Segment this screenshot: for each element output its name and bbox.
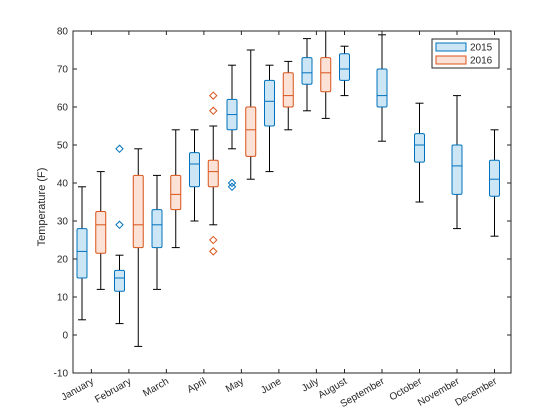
legend-swatch-2015 <box>435 42 467 52</box>
x-tick-label: June <box>259 376 284 397</box>
box-2015-july <box>301 38 313 112</box>
box-iqr <box>489 159 500 197</box>
box-iqr <box>76 228 88 279</box>
outlier-point <box>115 144 124 154</box>
legend-swatch-2016 <box>435 55 467 65</box>
y-tick-label: 70 <box>57 65 69 76</box>
outlier-point <box>115 220 124 230</box>
x-tick-label: March <box>141 376 171 399</box>
box-iqr <box>114 269 125 292</box>
box-iqr <box>282 72 294 108</box>
y-tick-label: 30 <box>57 217 69 228</box>
y-tick-label: 10 <box>57 293 69 304</box>
x-tick-label: February <box>93 376 133 406</box>
box-2016-july <box>320 30 332 119</box>
outlier-point <box>209 247 218 256</box>
box-iqr <box>320 57 332 93</box>
box-iqr <box>170 174 182 211</box>
box-iqr <box>95 211 107 254</box>
y-tick-label: 40 <box>57 179 69 190</box>
legend-label-2015: 2015 <box>470 43 493 54</box>
box-2016-may <box>245 49 257 180</box>
outlier-point <box>209 91 218 100</box>
box-iqr <box>189 152 200 188</box>
box-iqr <box>264 79 275 127</box>
plot-area <box>76 30 500 347</box>
box-2015-september <box>376 34 388 142</box>
box-2015-may <box>226 64 238 192</box>
box-iqr <box>414 133 425 163</box>
box-iqr <box>451 144 463 195</box>
y-tick-label: 80 <box>57 27 69 38</box>
box-2015-november <box>451 95 463 230</box>
box-iqr <box>376 68 388 108</box>
box-2016-april <box>207 91 219 256</box>
box-2016-march <box>170 129 182 249</box>
y-tick-label: 50 <box>57 141 69 152</box>
x-tick-label: May <box>224 376 246 395</box>
box-2015-february <box>114 144 125 325</box>
legend: 2015 2016 <box>431 38 500 69</box>
y-tick-label: 60 <box>57 103 69 114</box>
y-tick-label: 0 <box>62 331 68 342</box>
box-iqr <box>245 106 257 157</box>
y-tick-label: -10 <box>54 369 69 380</box>
box-2016-june <box>282 60 294 131</box>
box-iqr <box>207 159 219 188</box>
x-tick-label: April <box>186 376 209 396</box>
box-2015-march <box>151 174 163 290</box>
outlier-point <box>209 235 218 245</box>
legend-label-2016: 2016 <box>470 56 493 67</box>
y-axis-label: Temperature (F) <box>36 168 48 247</box>
box-iqr <box>132 174 144 249</box>
x-tick-label: December <box>454 376 500 409</box>
box-iqr <box>301 57 313 85</box>
outlier-point <box>227 178 237 188</box>
axes-frame <box>72 30 512 374</box>
box-2016-february <box>132 148 144 347</box>
box-2015-august <box>339 45 350 97</box>
x-tick-label: January <box>60 376 96 403</box>
box-2015-april <box>189 129 200 222</box>
box-2016-january <box>95 171 107 290</box>
box-iqr <box>339 53 350 81</box>
y-tick-label: 20 <box>57 255 69 266</box>
box-iqr <box>151 209 163 249</box>
box-2015-october <box>414 102 425 203</box>
box-2015-january <box>76 186 88 321</box>
box-2015-december <box>489 129 500 237</box>
outlier-point <box>209 106 218 116</box>
box-2015-june <box>264 64 275 173</box>
